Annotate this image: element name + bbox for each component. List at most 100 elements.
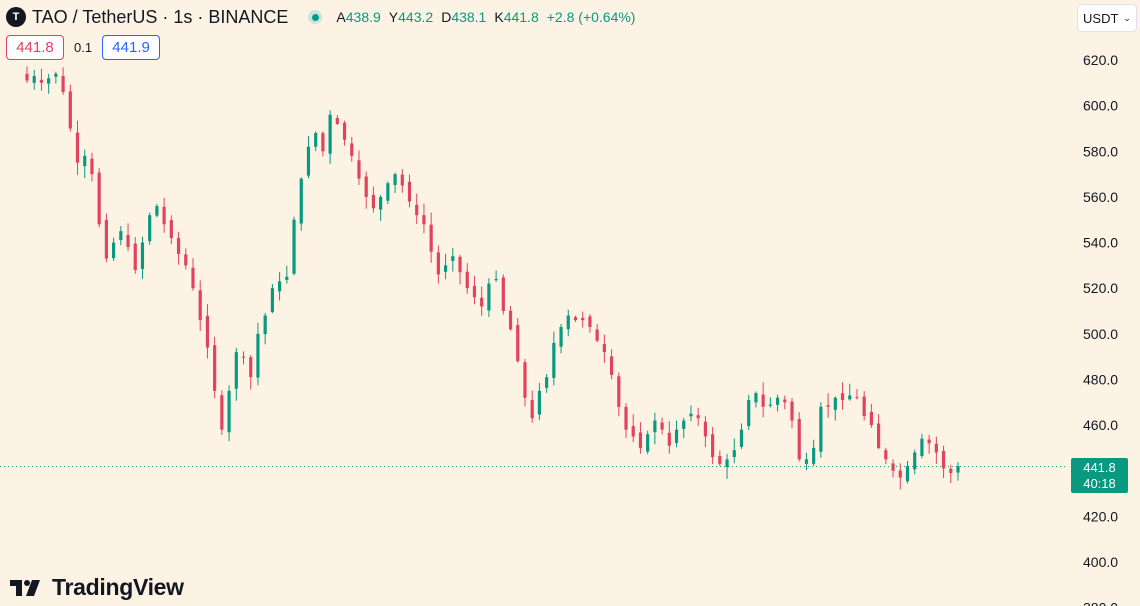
symbol-title[interactable]: TAO / TetherUS · 1s · BINANCE (32, 6, 289, 27)
candle-body (97, 172, 101, 225)
candle-body (249, 357, 253, 378)
candle-body (285, 276, 289, 280)
candle-body (920, 438, 924, 457)
candle-body (545, 377, 549, 388)
candle-body (718, 456, 722, 464)
candle-body (357, 160, 361, 179)
sell-button[interactable]: 441.8 (6, 35, 64, 60)
candle-body (588, 316, 592, 327)
candle-body (342, 122, 347, 140)
candle-body (682, 420, 686, 429)
price-tick-label: 580.0 (1083, 143, 1118, 159)
high-value: 443.2 (398, 9, 434, 25)
candle-body (595, 329, 599, 341)
candle-body (472, 285, 477, 298)
bar-countdown: 40:18 (1083, 476, 1116, 491)
candle-body (104, 219, 108, 259)
candle-body (451, 256, 455, 261)
price-tick-label: 480.0 (1083, 371, 1118, 387)
candle-body (956, 466, 960, 473)
candle-body (487, 283, 491, 311)
candles (25, 66, 960, 490)
market-open-status-icon (308, 10, 323, 24)
ohlc-values: A438.9 Y443.2 D438.1 K441.8 +2.8 (+0.64%… (336, 9, 635, 25)
candle-body (350, 143, 354, 156)
candle-body (927, 439, 931, 444)
candle-body (739, 429, 744, 447)
candle-body (631, 426, 635, 437)
candle-body (234, 352, 238, 389)
price-tick-label: 620.0 (1083, 52, 1118, 68)
candle-body (913, 452, 917, 470)
trade-buttons: 441.8 0.1 441.9 (6, 35, 161, 60)
candle-body (523, 362, 527, 398)
buy-button[interactable]: 441.9 (102, 35, 161, 60)
candle-body (227, 390, 231, 433)
candle-body (891, 463, 895, 471)
price-tick-label: 560.0 (1083, 189, 1118, 205)
candle-body (581, 317, 585, 321)
candle-body (826, 405, 830, 407)
price-tick-label: 540.0 (1083, 235, 1118, 251)
candle-body (407, 181, 412, 202)
candle-body (905, 466, 910, 482)
currency-selector[interactable]: USDT ⌄ (1077, 4, 1137, 32)
candle-body (169, 220, 173, 238)
price-tick-label: 500.0 (1083, 326, 1118, 342)
candle-body (198, 290, 202, 321)
last-price-tag: 441.8 40:18 (1071, 458, 1128, 493)
candle-body (126, 234, 130, 248)
close-label: K (494, 9, 504, 25)
candle-body (696, 415, 700, 419)
candle-body (711, 434, 715, 458)
candle-body (47, 78, 51, 84)
candle-body (458, 256, 462, 273)
candle-body (797, 419, 801, 460)
candle-body (83, 155, 87, 167)
candle-body (617, 376, 621, 407)
tradingview-logo[interactable]: TradingView (10, 574, 184, 601)
candle-body (494, 279, 498, 281)
candle-body (638, 432, 643, 448)
candle-body (812, 447, 816, 464)
last-price-value: 441.8 (1083, 460, 1116, 475)
candle-body (855, 397, 859, 399)
tradingview-logo-text: TradingView (52, 574, 184, 600)
candle-body (443, 265, 448, 272)
open-value: 438.9 (345, 9, 381, 25)
spread-value: 0.1 (74, 40, 93, 55)
candle-body (537, 390, 542, 415)
candle-body (674, 429, 679, 443)
candle-body (559, 326, 563, 347)
close-value: 441.8 (503, 9, 539, 25)
low-label: D (441, 9, 452, 25)
chevron-down-icon: ⌄ (1123, 12, 1131, 23)
price-axis: 620.0 600.0 580.0 560.0 540.0 520.0 500.0 480.0… (1083, 52, 1118, 606)
candle-body (877, 423, 881, 448)
candle-body (321, 133, 325, 152)
candle-body (790, 401, 794, 421)
candle-body (783, 399, 787, 403)
candle-body (90, 158, 94, 175)
candle-body (884, 450, 888, 460)
candle-body (184, 254, 188, 266)
candle-body (39, 79, 44, 83)
currency-label: USDT (1083, 10, 1119, 26)
candle-body (270, 288, 274, 312)
symbol-logo-icon: T (6, 7, 26, 27)
candle-body (436, 252, 440, 275)
candle-body (768, 404, 772, 406)
candle-body (552, 342, 556, 378)
candle-body (775, 397, 780, 405)
candle-body (869, 411, 873, 426)
price-tick-label: 420.0 (1083, 508, 1118, 524)
candle-body (335, 118, 339, 124)
candle-body (732, 450, 736, 458)
candle-body (804, 459, 809, 464)
candle-body (725, 459, 729, 468)
tradingview-logo-icon (10, 579, 40, 596)
symbol-header: T TAO / TetherUS · 1s · BINANCE A438.9 Y… (6, 5, 635, 29)
candle-body (848, 395, 852, 400)
price-tick-label: 600.0 (1083, 98, 1118, 114)
